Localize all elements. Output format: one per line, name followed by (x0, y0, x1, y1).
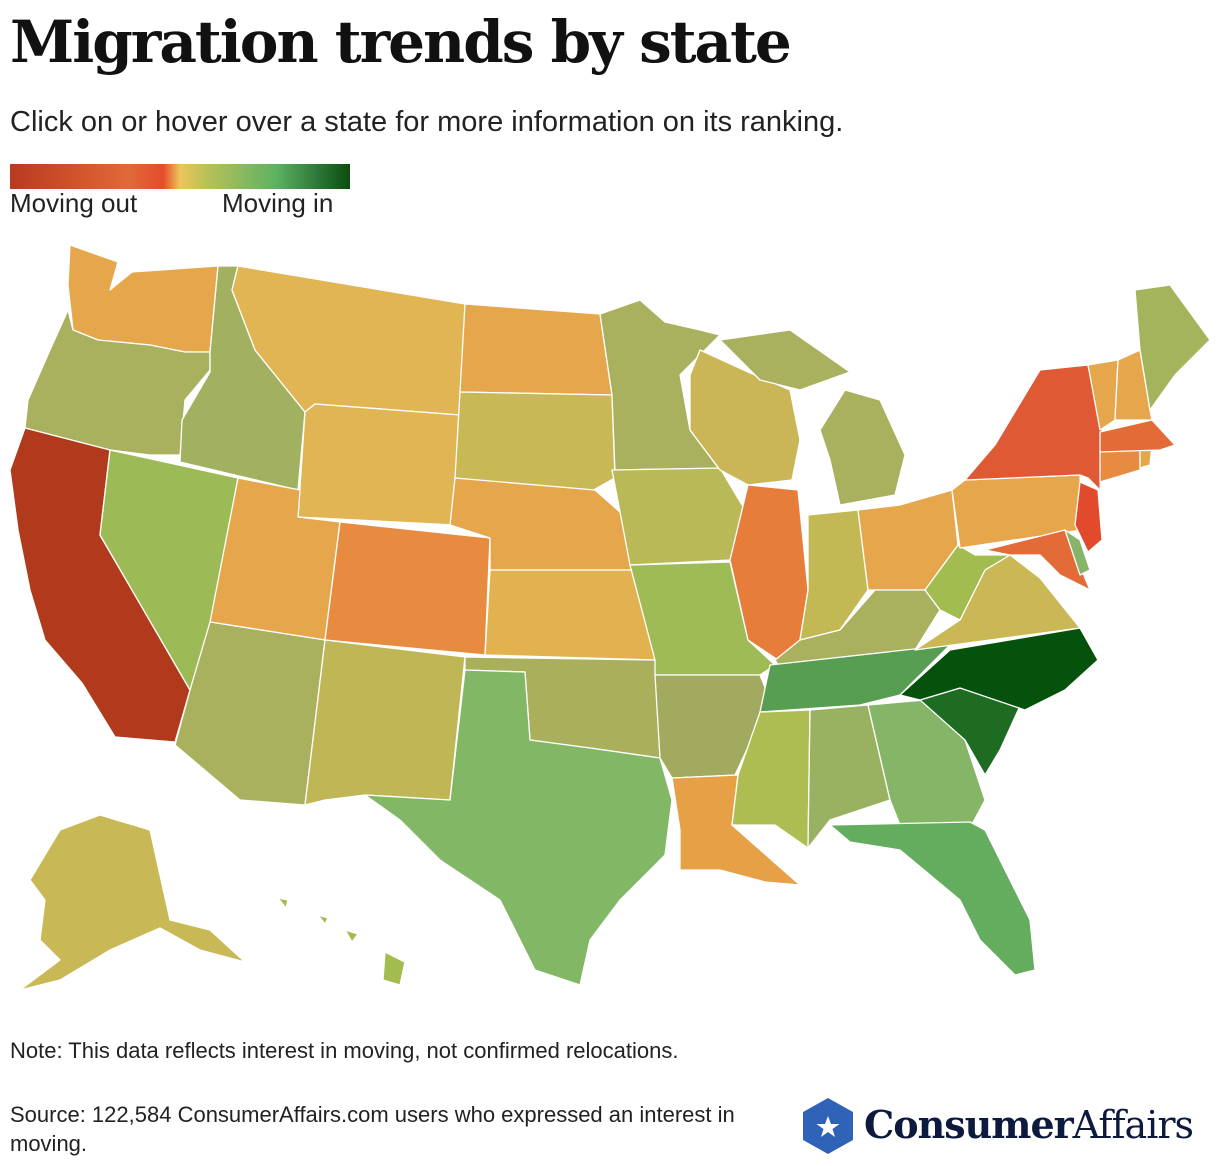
state-CO[interactable] (324, 521, 491, 656)
us-state-map (9, 244, 1211, 991)
state-OR[interactable] (24, 309, 211, 456)
state-HI[interactable] (277, 897, 406, 986)
state-WA[interactable] (67, 244, 219, 353)
state-FL[interactable] (829, 821, 1036, 976)
state-NM[interactable] (304, 639, 466, 806)
color-scale-legend (10, 164, 350, 189)
state-NC[interactable] (899, 627, 1099, 711)
state-IA[interactable] (611, 467, 749, 566)
state-ME[interactable] (1134, 284, 1211, 411)
footnote-source: Source: 122,584 ConsumerAffairs.com user… (10, 1102, 735, 1156)
logo-wordmark: ConsumerAffairs (864, 1102, 1194, 1147)
logo-brand-bold: Consumer (864, 1102, 1074, 1147)
state-MI[interactable] (719, 329, 906, 506)
logo-brand-regular: Affairs (1072, 1103, 1194, 1147)
state-AK[interactable] (19, 814, 246, 991)
consumeraffairs-logo: ConsumerAffairs (800, 1096, 1212, 1156)
state-AL[interactable] (807, 704, 891, 849)
legend-high-label: Moving in (222, 188, 334, 218)
state-DE[interactable] (1064, 529, 1091, 576)
state-NY[interactable] (964, 364, 1103, 491)
state-NJ[interactable] (1074, 481, 1103, 553)
state-WY[interactable] (297, 403, 461, 526)
state-SD[interactable] (454, 391, 616, 493)
page-title: Migration trends by state (10, 8, 792, 76)
state-MN[interactable] (599, 299, 721, 473)
state-KS[interactable] (484, 569, 656, 661)
state-TX[interactable] (364, 669, 673, 986)
state-MA[interactable] (1099, 419, 1176, 453)
footnote-note: Note: This data reflects interest in mov… (10, 1038, 679, 1063)
star-badge-icon (803, 1098, 853, 1154)
legend-low-label: Moving out (10, 188, 138, 218)
state-ND[interactable] (459, 303, 613, 396)
page-subtitle: Click on or hover over a state for more … (10, 106, 844, 138)
state-WV[interactable] (924, 544, 1011, 621)
